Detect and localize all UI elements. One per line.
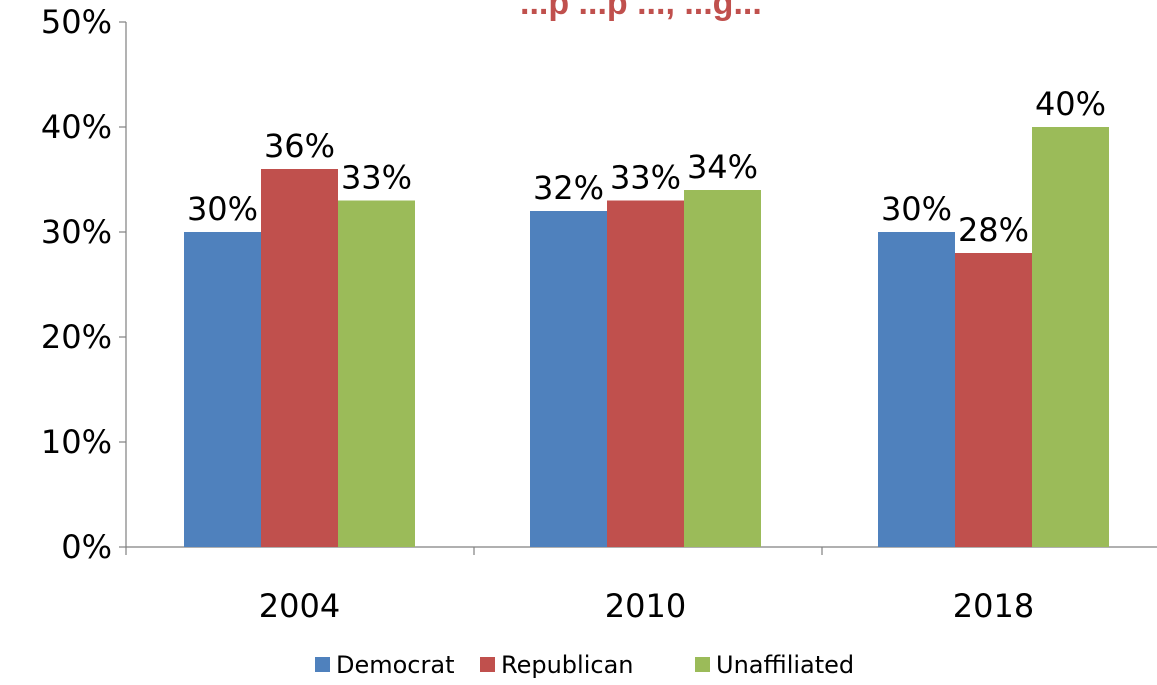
y-tick-label: 10% [41,423,112,461]
chart-title: ...p ...p ..., ...g... [520,0,762,22]
legend-label: Unaffiliated [716,651,854,679]
legend-swatch [695,657,710,672]
data-label: 30% [881,190,952,228]
bar-republican-2018 [955,253,1032,547]
data-label: 30% [187,190,258,228]
data-label: 28% [958,211,1029,249]
bar-democrat-2010 [530,211,607,547]
y-tick-label: 30% [41,213,112,251]
bar-unaffiliated-2004 [338,200,415,547]
y-tick-label: 0% [61,528,112,566]
bar-unaffiliated-2018 [1032,127,1109,547]
bar-democrat-2018 [878,232,955,547]
legend-label: Democrat [336,651,455,679]
y-tick-label: 50% [41,3,112,41]
y-tick-labels: 0% 10% 20% 30% 40% 50% [41,3,112,566]
data-label: 32% [533,169,604,207]
bars [184,127,1109,547]
legend-label: Republican [501,651,634,679]
data-label: 40% [1035,85,1106,123]
bar-democrat-2004 [184,232,261,547]
data-label: 36% [264,127,335,165]
data-label: 33% [610,159,681,197]
y-tick-label: 40% [41,108,112,146]
data-labels: 30%36%33% 32% 33% 34%30%28%40% [187,85,1106,249]
y-tick-label: 20% [41,318,112,356]
x-tick-labels: 2004 2010 2018 [259,587,1034,625]
bar-republican-2004 [261,169,338,547]
legend: Democrat Republican Unaffiliated [315,651,854,679]
x-tick-label: 2004 [259,587,340,625]
data-label: 34% [687,148,758,186]
bar-republican-2010 [607,200,684,547]
bar-unaffiliated-2010 [684,190,761,547]
data-label: 33% [341,159,412,197]
legend-swatch [315,657,330,672]
x-tick-label: 2018 [953,587,1034,625]
chart-title-partial: ...p ...p ..., ...g... [520,0,762,22]
x-tick-label: 2010 [605,587,686,625]
legend-swatch [480,657,495,672]
